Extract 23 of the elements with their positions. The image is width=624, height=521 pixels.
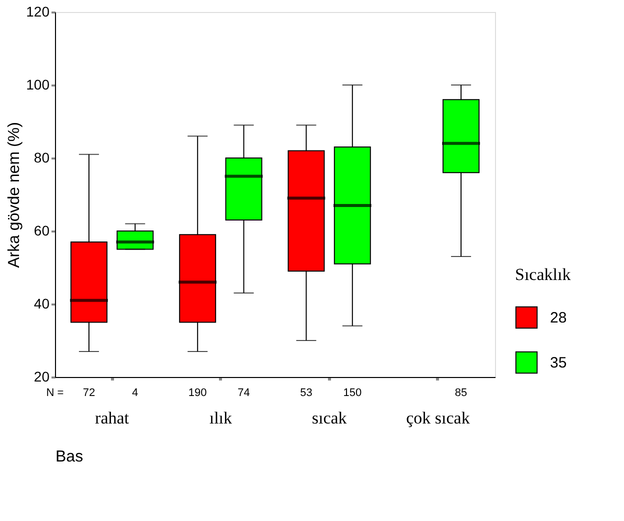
y-tick-label: 100 [26,76,50,92]
x-tick-label: çok sıcak [406,408,470,428]
y-tick-label: 40 [34,296,50,312]
text: 53 [300,387,312,399]
x-tick-label: sıcak [312,408,348,428]
y-tick-label: 20 [34,368,50,384]
text: 74 [238,387,250,399]
legend-label: 35 [550,354,567,372]
y-tick-label: 60 [34,222,50,238]
x-axis-title: Bas [56,448,84,466]
x-tick-label: ılık [209,408,233,428]
legend-label: 28 [550,310,567,326]
x-tick-label: rahat [95,408,130,428]
text: 190 [188,387,207,399]
text: 72 [82,387,96,399]
text: 4 [132,387,138,399]
y-tick-label: 120 [26,4,50,20]
text: 150 [343,387,362,399]
y-axis-title: Arka gövde nem (%) [6,122,24,268]
y-tick-label: 80 [34,150,50,166]
text: 85 [454,387,468,399]
text: N = [46,387,64,399]
legend-title: Sıcaklık [515,265,572,284]
